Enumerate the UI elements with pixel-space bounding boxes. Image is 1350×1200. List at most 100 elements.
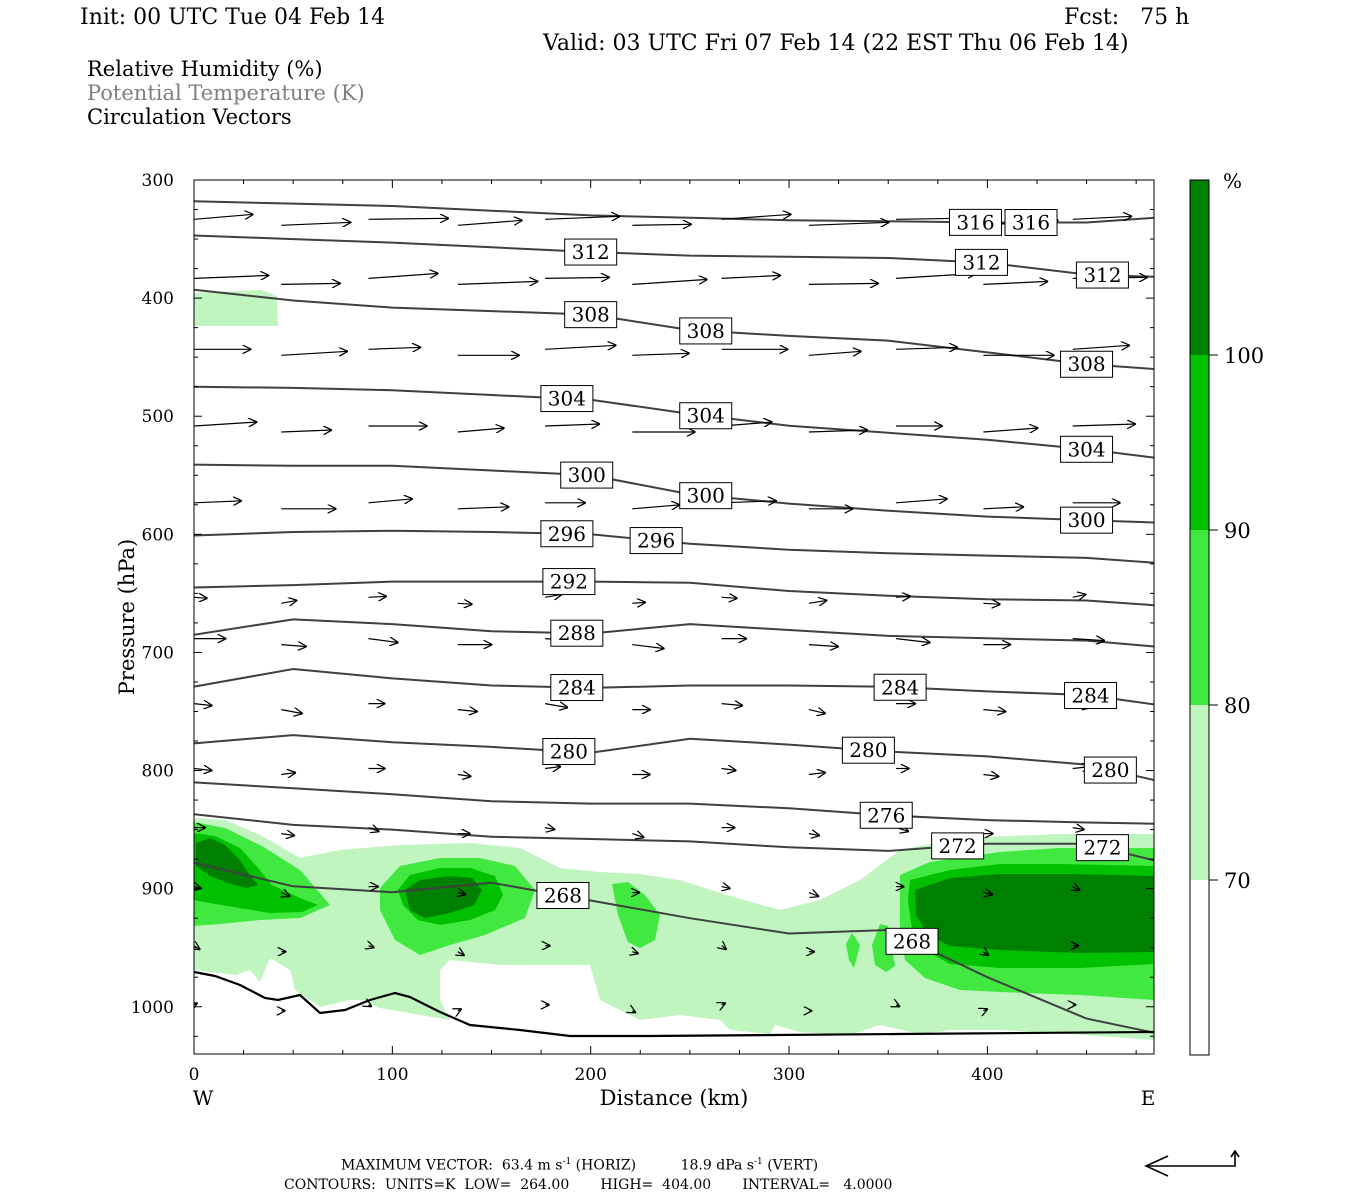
contour-label-316: 316 — [948, 208, 1002, 236]
circulation-vector — [632, 224, 692, 225]
colorbar-segment-70 — [1190, 705, 1209, 880]
east-label: E — [1141, 1086, 1156, 1110]
circulation-vector — [369, 946, 375, 948]
y-tick-label: 400 — [142, 289, 174, 309]
circulation-vector — [1072, 216, 1133, 219]
circulation-vector — [194, 275, 269, 278]
circulation-vector — [368, 273, 439, 279]
circulation-vector — [368, 639, 399, 643]
rh-80-90-south — [612, 882, 660, 948]
contour-label-text-316: 316 — [956, 210, 994, 234]
contour-info-low-label: LOW= — [464, 1177, 512, 1193]
circulation-vector — [983, 603, 1000, 604]
contour-label-text-268: 268 — [893, 929, 931, 953]
west-label: W — [193, 1086, 214, 1110]
contour-info-units: UNITS=K — [384, 1177, 456, 1193]
contour-label-text-300: 300 — [568, 463, 606, 487]
rh-100-west — [196, 838, 258, 888]
contour-label-text-300: 300 — [1067, 508, 1105, 532]
contour-label-text-288: 288 — [558, 621, 596, 645]
circulation-vector — [458, 952, 465, 956]
contour-label-text-304: 304 — [687, 404, 725, 428]
contour-label-316: 316 — [1004, 209, 1058, 237]
circulation-vector — [545, 767, 561, 769]
circulation-vector — [281, 710, 303, 714]
theta-contour-300 — [194, 463, 1154, 524]
theta-contour-292 — [194, 580, 1154, 607]
circulation-vector — [722, 946, 727, 950]
circulation-vector — [632, 602, 646, 603]
contour-label-text-312: 312 — [962, 250, 1000, 274]
circulation-vector — [194, 597, 208, 598]
circulation-vector — [983, 775, 999, 777]
contour-label-text-280: 280 — [849, 738, 887, 762]
circulation-vector — [632, 834, 644, 838]
circulation-vector — [896, 499, 948, 503]
max-vector-vert-exponent: -1 — [753, 1157, 763, 1167]
theta-contour-272 — [194, 813, 1154, 862]
y-tick-label: 500 — [142, 407, 174, 427]
circulation-vector — [544, 828, 555, 830]
contour-label-text-308: 308 — [572, 303, 610, 327]
contour-label-280: 280 — [542, 738, 596, 766]
circulation-vector — [457, 507, 510, 509]
rh-100-mid — [405, 876, 482, 918]
circulation-vector — [983, 710, 1006, 712]
circulation-vector — [983, 281, 1048, 284]
circulation-vector — [1072, 828, 1085, 830]
circulation-vector — [722, 1003, 726, 1005]
contour-label-304: 304 — [540, 385, 594, 413]
circulation-vector — [808, 600, 827, 603]
circulation-vector — [281, 893, 290, 897]
contour-label-296: 296 — [540, 520, 594, 548]
contour-label-text-300: 300 — [687, 484, 725, 508]
circulation-vector — [281, 645, 307, 647]
circulation-vector — [457, 710, 478, 712]
theta-contour-288 — [194, 618, 1154, 648]
circulation-vector — [194, 501, 242, 503]
max-vector-horiz-tag: (HORIZ) — [575, 1157, 637, 1174]
circulation-vector — [1073, 887, 1081, 891]
circulation-vector — [281, 834, 295, 836]
circulation-vector — [721, 214, 792, 220]
circulation-vector — [194, 769, 212, 771]
circulation-vector — [457, 603, 473, 604]
x-tick-label: 400 — [971, 1065, 1003, 1085]
x-tick-label: 300 — [773, 1065, 805, 1085]
contour-label-300: 300 — [560, 461, 614, 489]
contour-label-304: 304 — [1060, 435, 1114, 463]
max-vector-horiz-unit: m s — [537, 1157, 563, 1174]
circulation-vector — [368, 218, 450, 219]
contour-label-text-284: 284 — [881, 675, 919, 699]
contour-label-312: 312 — [564, 238, 618, 266]
circulation-vector — [808, 222, 890, 225]
circulation-vector — [368, 347, 422, 349]
circulation-vector — [632, 1011, 636, 1013]
colorbar-frame — [1189, 179, 1210, 1056]
contour-label-text-272: 272 — [939, 834, 977, 858]
circulation-vector — [721, 275, 782, 278]
contour-label-text-308: 308 — [687, 319, 725, 343]
circulation-vector — [281, 600, 297, 603]
contour-label-284: 284 — [873, 673, 927, 701]
circulation-vector — [458, 893, 466, 895]
theta-contour-304 — [194, 385, 1154, 459]
contour-label-296: 296 — [629, 527, 683, 555]
contour-labels: 316 316 312 312 312 308 308 308 304 304 304 300 300 3… — [536, 208, 1137, 955]
max-vector-vert-unit: dPa s — [716, 1157, 754, 1174]
rh-shading — [194, 290, 1154, 1040]
contour-label-text-276: 276 — [867, 803, 905, 827]
circulation-vector — [808, 283, 879, 284]
circulation-vector — [983, 893, 993, 895]
theta-contour-268 — [194, 861, 1154, 1034]
x-tick-label: 200 — [574, 1065, 606, 1085]
y-tick-label: 900 — [142, 880, 174, 900]
colorbar-segment-90 — [1190, 355, 1209, 530]
rh-100-east — [915, 874, 1154, 953]
x-tick-label: 0 — [189, 1065, 200, 1085]
contour-info-prefix: CONTOURS: — [284, 1177, 376, 1193]
contour-label-text-296: 296 — [548, 522, 586, 546]
circulation-vector — [808, 773, 826, 775]
contour-info-low: 264.00 — [520, 1177, 570, 1193]
